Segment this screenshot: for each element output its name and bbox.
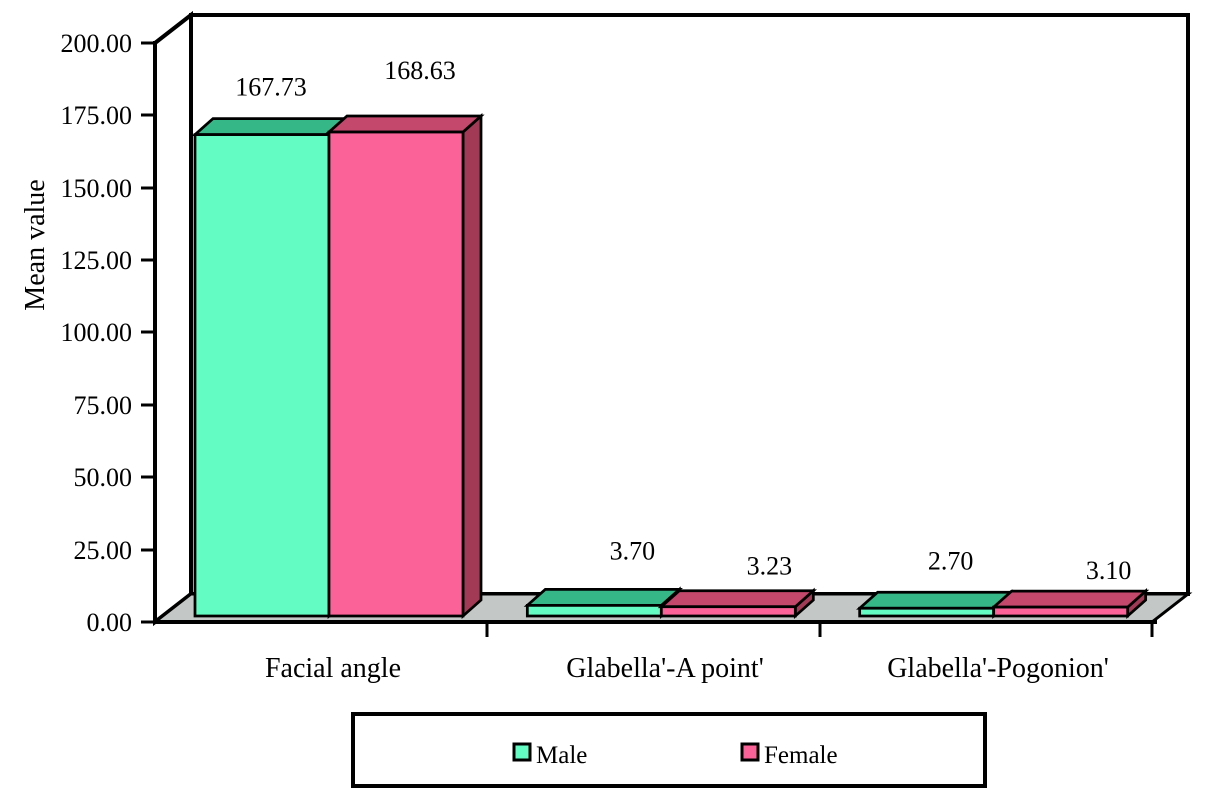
y-tick-label: 200.00 <box>61 29 133 58</box>
legend-swatch-female <box>740 742 760 762</box>
y-tick-label: 125.00 <box>61 246 133 275</box>
y-tick-label: 50.00 <box>74 463 133 492</box>
legend-label-female: Female <box>764 742 838 769</box>
bar-male-0-top <box>191 117 351 136</box>
legend-label-male: Male <box>536 742 587 769</box>
value-label-female-0: 168.63 <box>384 56 456 85</box>
bar-male-0-front <box>193 133 331 618</box>
bar-female-1-top <box>657 589 817 609</box>
value-label-female-1: 3.23 <box>747 552 793 581</box>
y-tick-label: 100.00 <box>61 318 133 347</box>
value-label-female-2: 3.10 <box>1086 556 1132 585</box>
left-wall <box>153 10 193 627</box>
y-axis-title: Mean value <box>20 179 51 310</box>
value-label-male-1: 3.70 <box>610 536 656 565</box>
value-label-male-0: 167.73 <box>235 73 307 102</box>
bar-male-1-top <box>523 588 683 607</box>
legend-swatch-male <box>512 742 532 762</box>
bar-male-2-top <box>856 590 1016 610</box>
bar-female-2-top <box>990 589 1150 609</box>
y-tick-label: 175.00 <box>61 101 133 130</box>
y-tick-label: 0.00 <box>87 608 133 637</box>
category-label-glabella-a-point: Glabella'-A point' <box>566 653 764 684</box>
bar-male-2-front <box>858 606 996 618</box>
bar-female-0-front <box>327 130 465 618</box>
category-label-glabella-pogonion: Glabella'-Pogonion' <box>887 653 1109 684</box>
y-axis: 0.00 25.00 50.00 75.00 100.00 125.00 150… <box>20 29 157 637</box>
bar-female-0-side <box>461 112 483 620</box>
bar-male-1-front <box>525 604 663 618</box>
value-label-male-2: 2.70 <box>928 546 974 575</box>
bar-female-0-top <box>325 114 485 134</box>
bar-female-2-front <box>992 605 1130 618</box>
y-tick-label: 25.00 <box>74 536 133 565</box>
legend-box <box>351 712 987 788</box>
category-label-facial-angle: Facial angle <box>265 653 401 684</box>
legend: Male Female <box>351 712 987 788</box>
y-tick-label: 150.00 <box>61 174 133 203</box>
bars-layer: 167.73 168.63 3.70 3.23 2.70 3.10 <box>191 56 1150 620</box>
bar-female-1-front <box>659 605 797 618</box>
x-axis: Facial angle Glabella'-A point' Glabella… <box>153 620 1157 684</box>
y-tick-label: 75.00 <box>74 391 133 420</box>
